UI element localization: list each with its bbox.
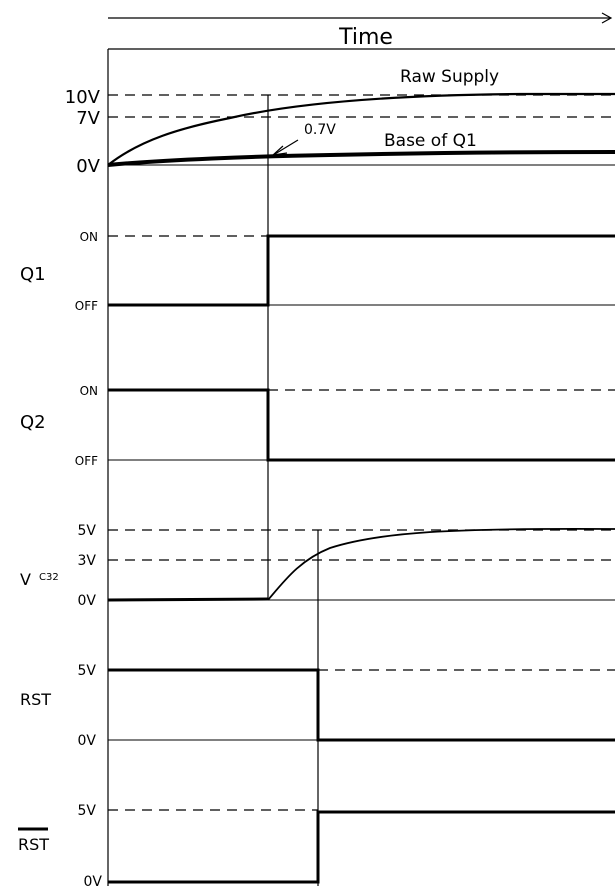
time-label: Time <box>338 25 393 50</box>
q1-on-label: ON <box>80 230 98 244</box>
rst-bar-panel: RST 5V 0V <box>18 803 615 886</box>
q1-label: Q1 <box>20 264 46 285</box>
rst-bar-waveform <box>108 810 615 884</box>
q2-panel: Q2 ON OFF <box>20 384 615 468</box>
vc32-label: V C32 <box>20 570 59 589</box>
rst-label: RST <box>20 690 51 709</box>
vc32-label-main: V <box>20 570 31 589</box>
q1-off-label: OFF <box>75 299 98 313</box>
raw-supply-curve <box>107 92 615 166</box>
threshold-arrow-head <box>271 145 288 156</box>
q1-waveform <box>108 234 615 307</box>
rst-bar-0v-label: 0V <box>84 874 103 886</box>
rst-bar-5v-label: 5V <box>78 803 97 819</box>
threshold-arrow-line <box>274 139 299 155</box>
rst-bar-label: RST <box>18 835 49 854</box>
rst-0v-label: 0V <box>78 733 97 749</box>
vc32-charge-curve <box>267 527 615 601</box>
time-arrow-head <box>601 12 613 24</box>
vc32-0v-label: 0V <box>78 593 97 609</box>
rst-waveform <box>108 668 615 742</box>
vc32-flat-trace <box>107 597 269 602</box>
base-q1-curve <box>107 150 615 167</box>
base-q1-label: Base of Q1 <box>384 131 477 151</box>
rst-5v-label: 5V <box>78 663 97 679</box>
level-7v-label: 7V <box>76 108 100 129</box>
raw-supply-label: Raw Supply <box>400 67 499 87</box>
vc32-3v-label: 3V <box>78 553 97 569</box>
threshold-annotation: 0.7V <box>304 122 336 138</box>
q2-waveform <box>108 388 615 462</box>
level-0v-label: 0V <box>76 156 100 177</box>
q1-panel: Q1 ON OFF <box>20 230 615 313</box>
level-10v-label: 10V <box>65 87 101 108</box>
vc32-label-sub: C32 <box>39 572 59 583</box>
supply-panel: 10V 7V 0V Raw Supply Base of Q1 0.7V <box>65 67 615 177</box>
vc32-panel: V C32 5V 3V 0V <box>20 523 615 609</box>
q2-on-label: ON <box>80 384 98 398</box>
time-axis: Time <box>108 12 615 50</box>
q2-label: Q2 <box>20 412 46 433</box>
q2-off-label: OFF <box>75 454 98 468</box>
rst-panel: RST 5V 0V <box>20 663 615 749</box>
vc32-5v-label: 5V <box>78 523 97 539</box>
